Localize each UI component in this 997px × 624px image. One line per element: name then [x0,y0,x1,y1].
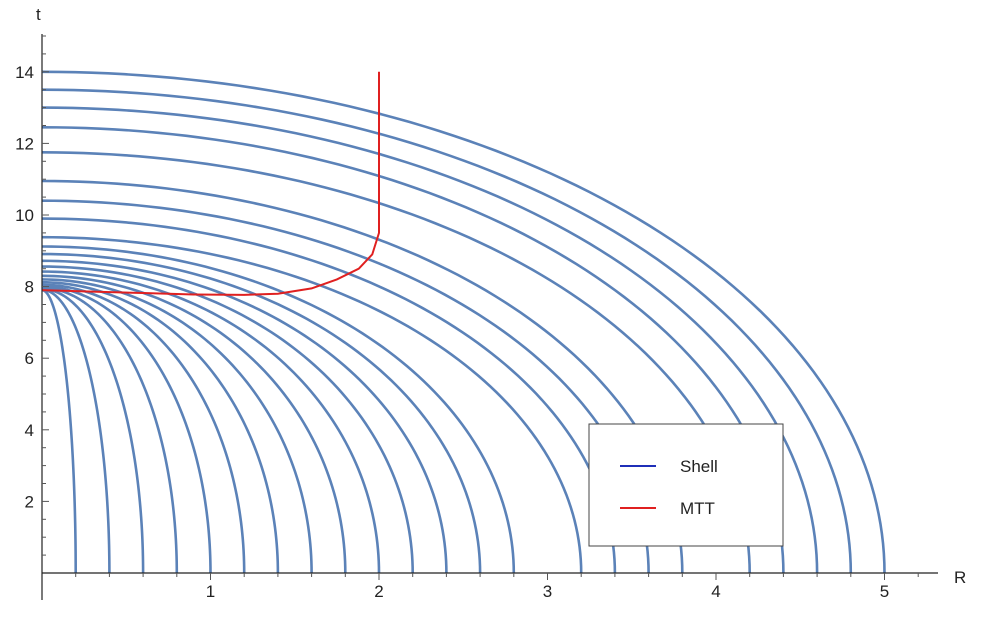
x-tick-label: 4 [711,582,720,601]
shell-curve [41,265,414,574]
y-tick-label: 4 [25,421,34,440]
legend-box [588,423,784,547]
y-axis-label: t [36,5,41,24]
y-tick-label: 14 [15,63,34,82]
shell-curve [41,252,482,574]
legend-label-mtt: MTT [680,499,715,518]
shell-curve [41,235,583,574]
shell-curve [41,259,448,574]
mtt-curve-group [41,71,380,296]
shell-curve [41,245,516,574]
shell-curves [41,70,886,574]
x-tick-label: 1 [206,582,215,601]
y-tick-label: 8 [25,278,34,297]
shell-curve [41,285,212,574]
x-tick-label: 3 [543,582,552,601]
shell-curve [41,288,111,574]
x-axis-label: R [954,568,966,587]
shell-curve [41,217,617,574]
shell-curve [41,70,886,574]
x-tick-label: 5 [880,582,889,601]
shell-curve [41,278,313,574]
shell-curve [41,287,145,574]
shell-curve [41,88,853,574]
y-tick-label: 12 [15,134,34,153]
shell-curve [41,199,650,574]
axes [41,34,938,600]
legend: Shell MTT [588,423,784,547]
x-tick-label: 2 [374,582,383,601]
y-tick-label: 6 [25,349,34,368]
shell-curve [41,286,179,574]
mtt-curve [41,71,380,296]
shell-curve [41,274,347,574]
shell-curve [41,288,77,574]
y-tick-label: 10 [15,206,34,225]
shell-curve [41,270,381,574]
shell-curve [41,106,819,574]
legend-label-shell: Shell [680,457,718,476]
y-tick-label: 2 [25,492,34,511]
shell-curve [41,179,684,574]
shell-curve [41,283,246,574]
